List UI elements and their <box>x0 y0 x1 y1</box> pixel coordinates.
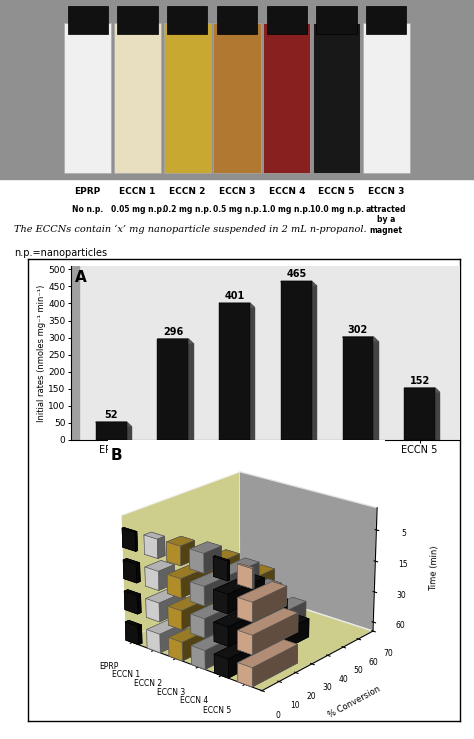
Text: ECCN 2: ECCN 2 <box>169 186 205 196</box>
Bar <box>250 307 255 440</box>
Bar <box>374 341 378 440</box>
Text: The ECCNs contain ‘x’ mg nanoparticle suspended in 2 mL n-propanol.: The ECCNs contain ‘x’ mg nanoparticle su… <box>14 225 367 234</box>
Bar <box>116 107 159 174</box>
Bar <box>316 6 356 34</box>
Bar <box>188 343 192 440</box>
Polygon shape <box>96 422 131 426</box>
Text: 52: 52 <box>104 410 118 420</box>
Text: ECCN 1: ECCN 1 <box>119 186 155 196</box>
Bar <box>435 392 439 440</box>
Y-axis label: % Conversion: % Conversion <box>327 684 382 719</box>
Bar <box>263 23 310 174</box>
Polygon shape <box>281 282 316 285</box>
Y-axis label: Initial rates (nmoles mg⁻¹ min⁻¹): Initial rates (nmoles mg⁻¹ min⁻¹) <box>36 285 46 421</box>
Polygon shape <box>404 388 439 392</box>
Bar <box>219 303 250 440</box>
Bar <box>166 107 209 174</box>
Bar <box>315 107 358 174</box>
Text: n.p.=nanoparticles: n.p.=nanoparticles <box>14 248 107 258</box>
Bar <box>213 23 261 174</box>
Text: B: B <box>111 448 122 463</box>
Bar <box>217 6 257 34</box>
Bar <box>312 285 316 440</box>
Text: A: A <box>75 270 87 285</box>
Bar <box>216 107 258 174</box>
Polygon shape <box>219 303 255 307</box>
Polygon shape <box>157 339 192 343</box>
Bar <box>114 23 161 174</box>
Text: 465: 465 <box>286 269 306 279</box>
Bar <box>117 6 157 34</box>
Bar <box>266 6 307 34</box>
Bar <box>167 6 207 34</box>
Bar <box>363 23 410 174</box>
Text: 302: 302 <box>348 325 368 335</box>
Bar <box>96 422 127 440</box>
Text: ECCN 5: ECCN 5 <box>319 186 355 196</box>
Bar <box>343 337 374 440</box>
Text: 0.2 mg n.p.: 0.2 mg n.p. <box>163 205 211 214</box>
Bar <box>404 388 435 440</box>
Text: 0.5 mg n.p.: 0.5 mg n.p. <box>213 205 261 214</box>
Bar <box>164 23 211 174</box>
Bar <box>71 266 79 440</box>
Text: 296: 296 <box>163 327 183 337</box>
Text: 1.0 mg n.p.: 1.0 mg n.p. <box>263 205 311 214</box>
Text: No n.p.: No n.p. <box>72 205 103 214</box>
Bar <box>313 23 360 174</box>
Text: ECCN 4: ECCN 4 <box>268 186 305 196</box>
Bar <box>67 6 108 34</box>
Text: 10.0 mg n.p.: 10.0 mg n.p. <box>310 205 364 214</box>
Text: attracted
by a
magnet: attracted by a magnet <box>366 205 407 235</box>
Bar <box>265 107 308 174</box>
Bar <box>127 426 131 440</box>
Bar <box>366 6 406 34</box>
Polygon shape <box>343 337 378 341</box>
Text: 0.05 mg n.p.: 0.05 mg n.p. <box>110 205 164 214</box>
Text: 152: 152 <box>410 376 430 386</box>
Bar <box>281 282 312 440</box>
Bar <box>64 23 111 174</box>
Text: ECCN 3: ECCN 3 <box>219 186 255 196</box>
Text: EPRP: EPRP <box>74 186 101 196</box>
Text: 401: 401 <box>225 291 245 301</box>
Text: ECCN 3: ECCN 3 <box>368 186 404 196</box>
Bar <box>157 339 188 440</box>
